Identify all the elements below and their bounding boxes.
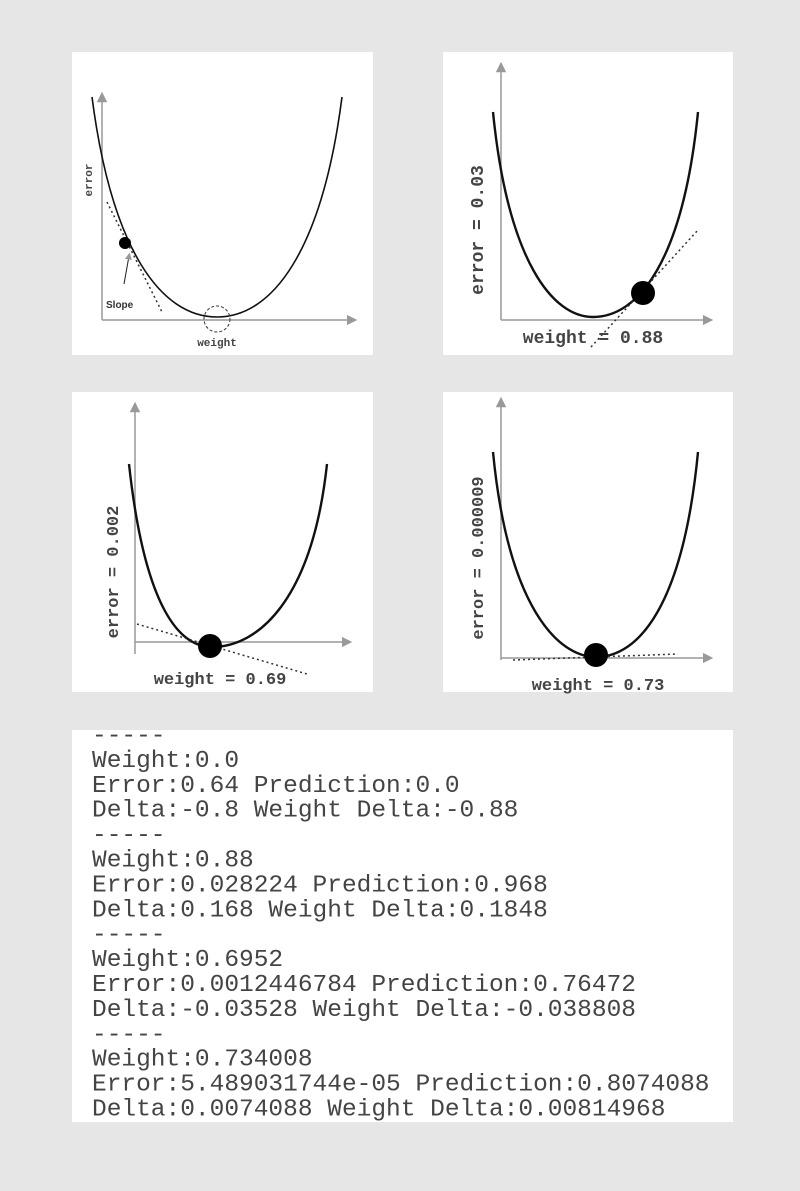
annotation: Slope bbox=[106, 300, 134, 311]
panel: Slope weight error bbox=[72, 52, 373, 355]
log-line: Error:0.64 Prediction:0.0 bbox=[92, 773, 460, 800]
x-label: weight = 0.88 bbox=[523, 329, 663, 349]
y-label: error = 0.000009 bbox=[470, 476, 489, 639]
panel: weight = 0.69 error = 0.002 bbox=[72, 392, 373, 692]
y-label: error bbox=[84, 163, 96, 196]
log-line: Error:5.489031744e-05 Prediction:0.80740… bbox=[92, 1072, 710, 1099]
log-box bbox=[72, 730, 733, 1122]
log-line: Error:0.028224 Prediction:0.968 bbox=[92, 872, 548, 899]
log-line: ----- bbox=[92, 1022, 166, 1049]
log-line: Weight:0.88 bbox=[92, 848, 254, 875]
log-line: Error:0.0012446784 Prediction:0.76472 bbox=[92, 972, 636, 999]
log-line: Delta:-0.8 Weight Delta:-0.88 bbox=[92, 798, 518, 825]
log-line: Weight:0.0 bbox=[92, 748, 239, 775]
y-label: error = 0.002 bbox=[105, 506, 124, 639]
panel: weight = 0.73 error = 0.000009 bbox=[443, 392, 733, 696]
log-line: Delta:-0.03528 Weight Delta:-0.038808 bbox=[92, 997, 636, 1024]
log-line: Weight:0.6952 bbox=[92, 947, 283, 974]
log-line: ----- bbox=[92, 723, 166, 750]
y-label: error = 0.03 bbox=[469, 165, 489, 295]
x-label: weight bbox=[197, 338, 237, 350]
log-line: ----- bbox=[92, 823, 166, 850]
panel: weight = 0.88 error = 0.03 bbox=[443, 52, 733, 355]
x-label: weight = 0.69 bbox=[154, 671, 287, 690]
log-line: ----- bbox=[92, 922, 166, 949]
x-label: weight = 0.73 bbox=[532, 677, 665, 696]
log-line: Weight:0.734008 bbox=[92, 1047, 313, 1074]
log-line: Delta:0.0074088 Weight Delta:0.00814968 bbox=[92, 1097, 665, 1124]
log-line: Delta:0.168 Weight Delta:0.1848 bbox=[92, 897, 548, 924]
